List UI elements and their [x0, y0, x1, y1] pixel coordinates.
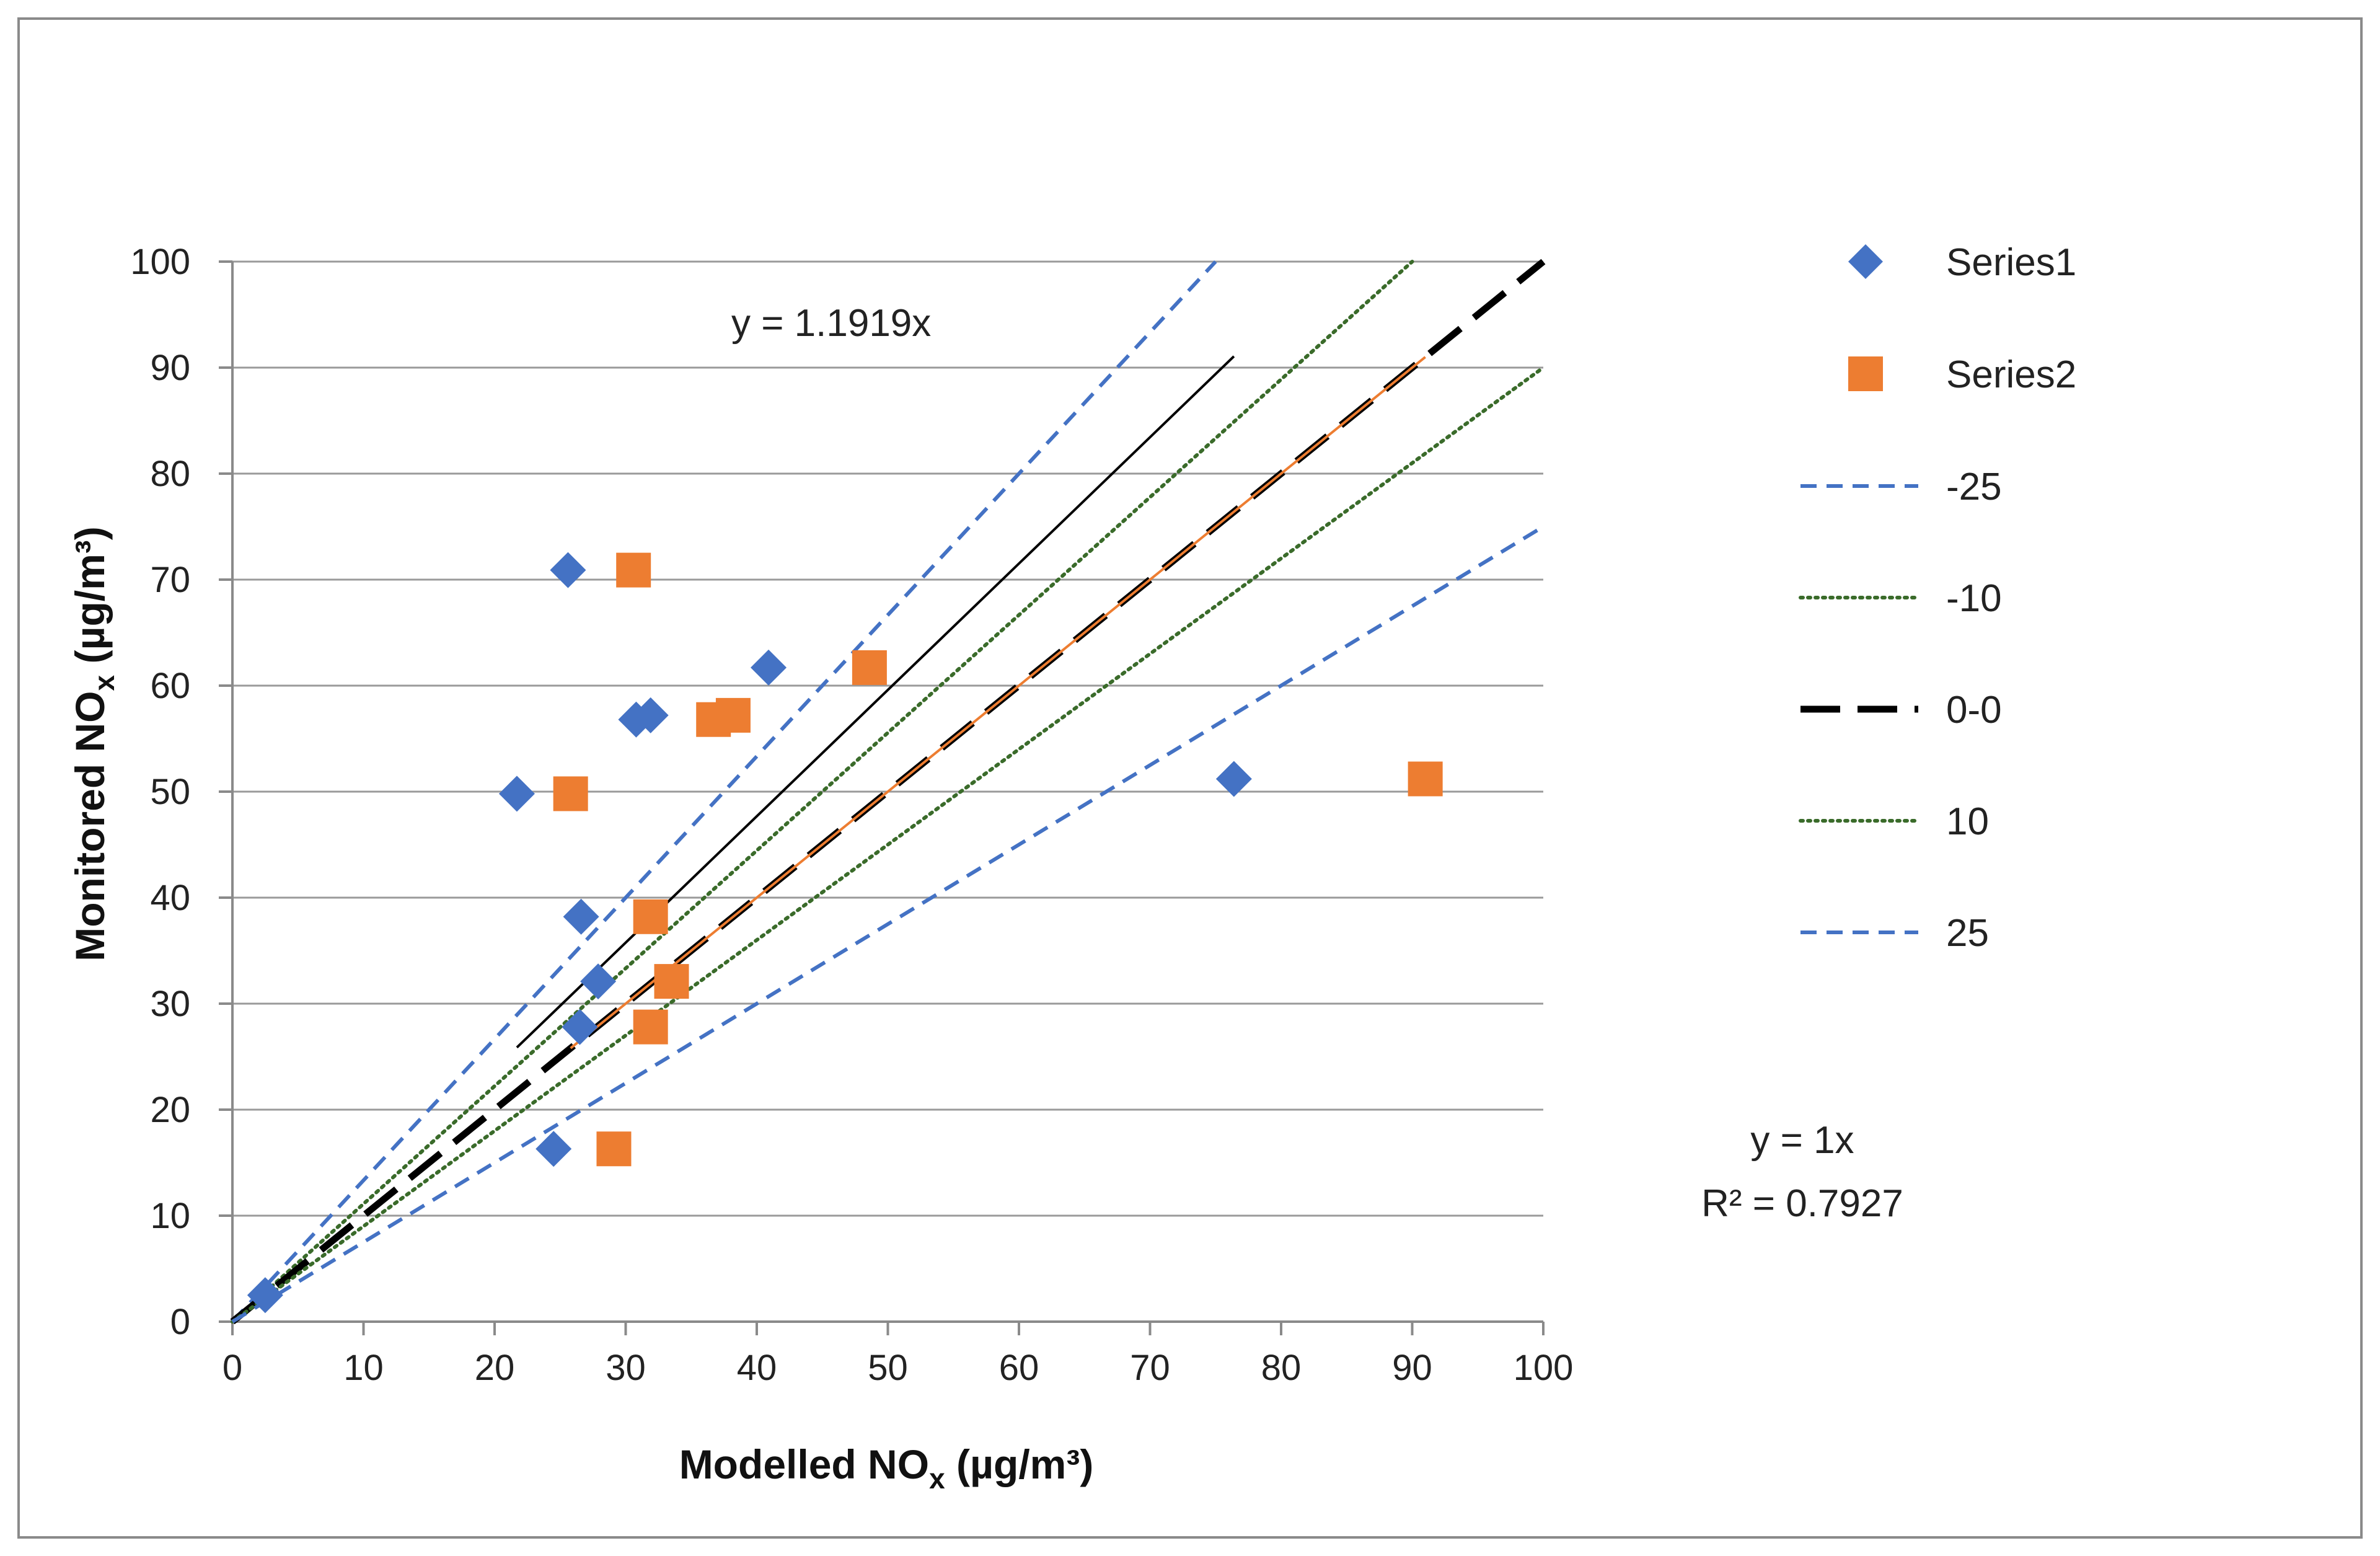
series1-point	[247, 1277, 283, 1314]
x-tick-label: 70	[1130, 1348, 1170, 1388]
series1-point	[632, 697, 669, 733]
legend-label: -25	[1946, 466, 2002, 508]
series1-point	[498, 776, 535, 812]
y-tick-label: 10	[150, 1196, 190, 1236]
y-tick-label: 60	[150, 666, 190, 706]
x-tick-label: 20	[475, 1348, 515, 1388]
reference-line	[231, 260, 1414, 1324]
legend-label: 10	[1946, 800, 1989, 843]
reference-line	[231, 260, 1217, 1324]
series2-point	[633, 899, 668, 934]
r-squared-label: R² = 0.7927	[1701, 1182, 1903, 1225]
y-tick-label: 80	[150, 454, 190, 494]
legend-marker-series1	[1848, 244, 1883, 279]
y-tick-label: 40	[150, 878, 190, 918]
series2-point	[553, 776, 588, 811]
series1-point	[751, 649, 787, 686]
legend-label: Series1	[1946, 241, 2076, 284]
series1-point	[563, 898, 599, 935]
x-tick-label: 0	[223, 1348, 242, 1388]
axes	[219, 260, 1545, 1335]
x-axis-title: Modelled NOx (µg/m³)	[679, 1441, 1094, 1495]
series2-point	[852, 650, 887, 685]
legend-label: -10	[1946, 577, 2002, 620]
grid	[232, 260, 1543, 1217]
legend-label: 0-0	[1946, 689, 2002, 732]
legend-label: 25	[1946, 912, 1989, 955]
series1-point	[1215, 761, 1252, 797]
x-tick-label: 90	[1392, 1348, 1432, 1388]
x-tick-label: 30	[606, 1348, 646, 1388]
legend: Series1 Series2 -25 -10 0-0 10 25	[1799, 241, 2076, 955]
y-tick-label: 20	[150, 1090, 190, 1130]
data-points	[247, 552, 1443, 1314]
x-tick-label: 100	[1514, 1348, 1574, 1388]
series2-point	[596, 1131, 632, 1167]
series1-point	[562, 1009, 598, 1045]
trendline-label-1: y = 1.1919x	[731, 302, 931, 345]
x-tick-label: 60	[999, 1348, 1039, 1388]
series2-point	[633, 1009, 668, 1045]
series1-point	[580, 963, 617, 1000]
y-axis-title: Monitored NOx (µg/m³)	[67, 526, 120, 961]
y-tick-label: 90	[150, 348, 190, 388]
tick-labels: 0 10 20 30 40 50 60 70 80 90 100 0 10 20 30 40 50 60 70 80 9…	[130, 242, 1573, 1388]
x-tick-label: 50	[868, 1348, 908, 1388]
y-tick-label: 70	[150, 560, 190, 600]
series2-point	[715, 697, 751, 733]
series2-point	[1408, 761, 1443, 797]
series2-point	[616, 552, 651, 588]
legend-label: Series2	[1946, 353, 2076, 396]
y-tick-label: 30	[150, 984, 190, 1024]
trendline	[570, 356, 1426, 1050]
x-tick-label: 10	[343, 1348, 384, 1388]
chart-border	[17, 17, 2363, 1539]
series1-point	[536, 1131, 572, 1167]
legend-marker-series2	[1848, 356, 1883, 391]
y-tick-label: 100	[130, 242, 190, 282]
series2-point	[654, 964, 689, 999]
y-tick-label: 0	[170, 1302, 190, 1342]
reference-line	[231, 366, 1545, 1324]
x-tick-label: 80	[1261, 1348, 1302, 1388]
trendline-label-2: y = 1x	[1750, 1119, 1854, 1162]
x-tick-label: 40	[737, 1348, 777, 1388]
y-tick-label: 50	[150, 772, 190, 812]
series1-point	[550, 552, 586, 588]
reference-line	[231, 524, 1545, 1324]
